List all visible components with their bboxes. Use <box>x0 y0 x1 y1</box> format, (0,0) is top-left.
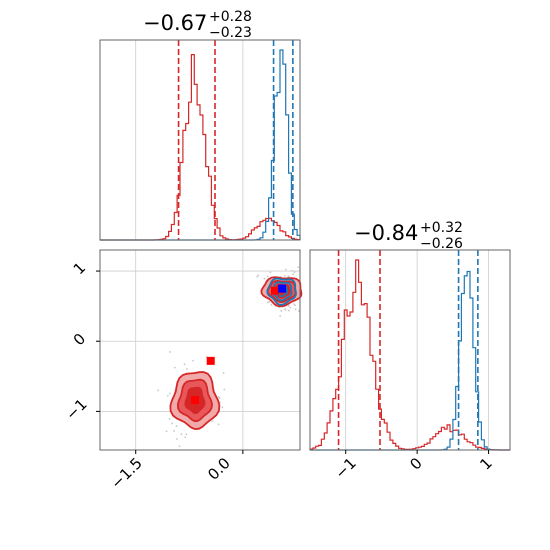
scatter-point <box>221 406 224 409</box>
y-tick-label: 1 <box>70 259 89 278</box>
scatter-point <box>287 309 290 312</box>
scatter-point <box>294 308 297 311</box>
scatter-point <box>256 275 259 278</box>
svg-text:−0.26: −0.26 <box>420 236 463 252</box>
scatter-point <box>288 304 290 307</box>
x-tick-label: 0.0 <box>204 454 234 484</box>
scatter-point <box>266 301 269 304</box>
svg-text:+0.32: +0.32 <box>420 220 463 236</box>
scatter-point <box>266 275 269 278</box>
scatter-point <box>279 315 282 317</box>
svg-text:−0.84: −0.84 <box>354 221 418 245</box>
scatter-point <box>268 301 271 303</box>
scatter-point <box>168 392 171 395</box>
y-tick-label: 0 <box>70 330 89 349</box>
scatter-point <box>169 351 171 353</box>
scatter-point <box>173 366 176 369</box>
scatter-point <box>284 308 287 311</box>
scatter-point <box>180 433 183 436</box>
blue-contour-outer <box>266 277 297 306</box>
scatter-point <box>176 438 178 440</box>
scatter-point <box>218 397 221 399</box>
scatter-point <box>292 273 295 276</box>
scatter-point <box>294 304 296 307</box>
scatter-point <box>283 275 286 277</box>
red-marker <box>191 396 199 405</box>
svg-text:−0.23: −0.23 <box>209 25 252 41</box>
scatter-point <box>166 394 169 397</box>
scatter-point <box>257 274 260 277</box>
scatter-point <box>293 303 295 305</box>
x-tick-label: 0 <box>406 454 425 473</box>
scatter-point <box>185 368 188 370</box>
histogram-panel-param-2 <box>309 249 511 454</box>
scatter-point <box>192 359 195 362</box>
scatter-point <box>171 422 173 425</box>
scatter-point <box>298 310 300 312</box>
x-tick-labels-2d: −1.5 0.0 <box>107 454 233 492</box>
scatter-point <box>284 268 287 271</box>
panel-frame <box>99 39 301 241</box>
x-tick-label: 1 <box>476 454 495 473</box>
title-param-2: −0.84 +0.32 −0.26 <box>354 220 463 252</box>
contour-panel-2d <box>96 249 303 454</box>
scatter-point <box>165 430 168 433</box>
scatter-point <box>183 363 186 366</box>
scatter-point <box>217 423 220 426</box>
scatter-point <box>175 425 178 427</box>
scatter-point <box>287 275 290 277</box>
scatter-point <box>173 430 175 432</box>
blue-histogram <box>310 270 510 451</box>
scatter-point <box>289 306 292 309</box>
blue-marker <box>278 284 287 293</box>
x-tick-label: −1.5 <box>107 454 145 492</box>
red-marker <box>206 356 215 365</box>
scatter-point <box>223 388 226 391</box>
blue-histogram <box>100 49 301 241</box>
svg-text:−0.67: −0.67 <box>143 11 207 35</box>
scatter-point <box>185 433 188 436</box>
scatter-point <box>211 420 214 423</box>
scatter-point <box>178 445 181 448</box>
scatter-point <box>222 372 225 374</box>
histogram-panel-param-1 <box>99 39 301 241</box>
red-histogram <box>100 54 301 241</box>
scatter-point <box>270 304 273 306</box>
scatter-point <box>269 271 272 274</box>
panel-frame <box>309 249 511 451</box>
panel-frame <box>99 249 301 451</box>
scatter-point <box>291 269 293 272</box>
scatter-point <box>263 277 266 280</box>
scatter-point <box>297 266 300 269</box>
y-tick-labels-2d: 1 0 −1 <box>62 259 90 424</box>
scatter-point <box>280 310 283 312</box>
x-tick-label: −1 <box>331 454 359 482</box>
scatter-point <box>168 418 171 420</box>
scatter-point <box>293 271 296 274</box>
scatter-point <box>219 401 222 404</box>
y-tick-label: −1 <box>62 395 90 423</box>
scatter-point <box>184 436 187 439</box>
x-tick-labels-param-2: −1 0 1 <box>331 454 495 482</box>
scatter-point <box>157 389 159 392</box>
red-marker <box>271 286 279 295</box>
title-param-1: −0.67 +0.28 −0.23 <box>143 9 252 41</box>
svg-text:+0.28: +0.28 <box>209 9 252 25</box>
